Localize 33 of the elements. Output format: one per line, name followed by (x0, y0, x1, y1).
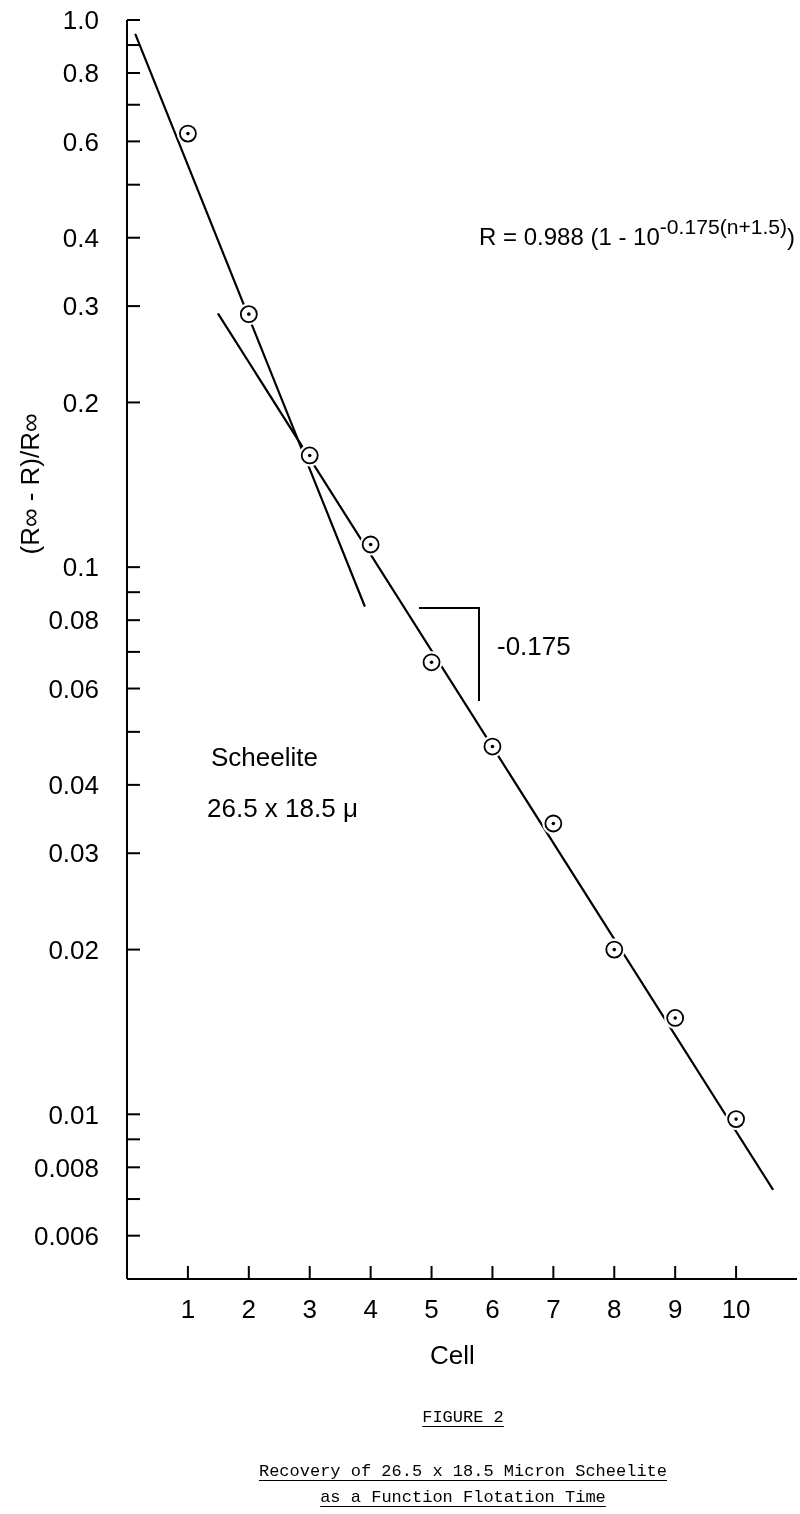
x-tick-label: 6 (485, 1294, 500, 1325)
x-tick-label: 9 (667, 1294, 683, 1325)
annotation: R = 0.988 (1 - 10$^{-0.175(n+1.5)}$) (479, 215, 796, 250)
x-axis-title: Cell (430, 1340, 475, 1370)
y-tick-label: 0.6 (62, 126, 99, 157)
y-tick-label: 0.006 (33, 1220, 99, 1251)
y-tick-label: 0.4 (62, 222, 99, 253)
y-tick-label: 0.008 (33, 1152, 99, 1183)
x-tick-label: 4 (363, 1294, 378, 1325)
annotation: -0.175 (497, 631, 571, 661)
y-tick-label: 0.3 (62, 291, 99, 322)
x-tick-label: 8 (607, 1294, 622, 1325)
y-tick-label: 1.0 (62, 5, 99, 36)
y-tick-label: 0.01 (48, 1099, 99, 1130)
y-tick-label: 0.03 (48, 838, 99, 869)
y-tick-label: 0.08 (48, 605, 99, 636)
y-axis-title: (R∞ - R)/R∞ (15, 413, 45, 555)
y-tick-label: 0.1 (62, 552, 99, 583)
y-tick-label: 0.04 (48, 770, 99, 801)
annotation: 26.5 x 18.5 μ (207, 793, 358, 823)
x-tick-label: 7 (546, 1294, 561, 1325)
x-tick-label: 10 (721, 1294, 751, 1325)
x-tick-label: 2 (241, 1294, 257, 1325)
y-tick-label: 0.2 (62, 387, 99, 418)
y-tick-label: 0.02 (48, 934, 99, 965)
x-tick-label: 3 (302, 1294, 317, 1325)
text: FIGURE 2 (422, 1408, 504, 1427)
annotation: Scheelite (211, 742, 318, 772)
y-tick-label: 0.06 (48, 673, 99, 704)
x-tick-label: 5 (424, 1294, 439, 1325)
text: Recovery of 26.5 x 18.5 Micron Scheelite as a Function Flotation Time (258, 1462, 668, 1507)
y-tick-label: 0.8 (62, 58, 99, 89)
x-tick-label: 1 (180, 1294, 196, 1325)
